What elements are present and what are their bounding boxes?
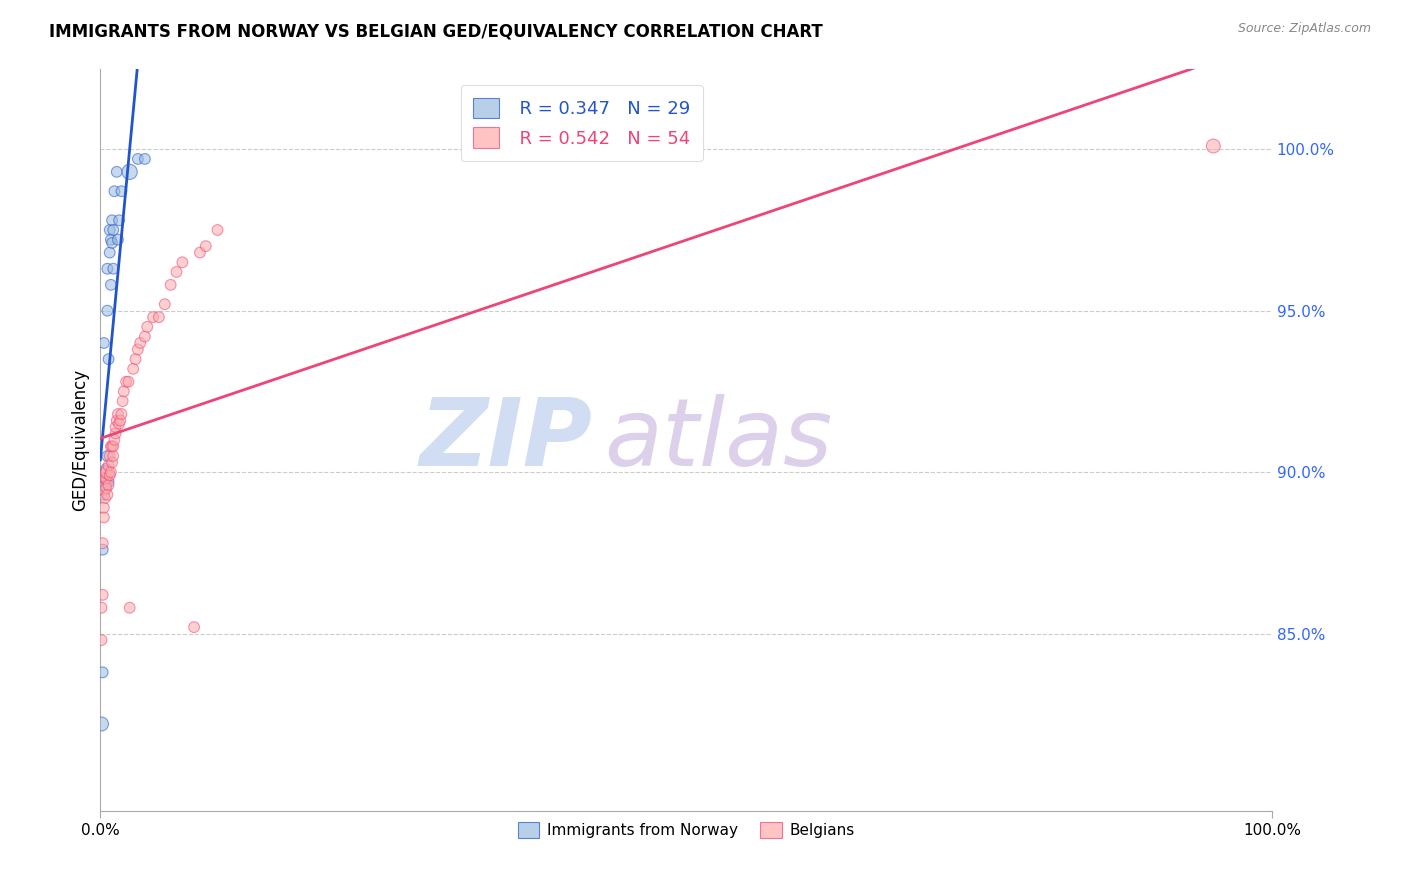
Point	[91, 588, 114, 602]
Text: IMMIGRANTS FROM NORWAY VS BELGIAN GED/EQUIVALENCY CORRELATION CHART: IMMIGRANTS FROM NORWAY VS BELGIAN GED/EQ…	[49, 22, 823, 40]
Point	[105, 165, 128, 179]
Point	[91, 542, 114, 557]
Point	[96, 261, 118, 276]
Point	[93, 510, 115, 524]
Point	[103, 184, 125, 198]
Point	[100, 439, 122, 453]
Point	[101, 213, 124, 227]
Point	[100, 277, 122, 292]
Point	[1202, 139, 1225, 153]
Point	[110, 407, 132, 421]
Point	[115, 375, 138, 389]
Point	[97, 352, 120, 367]
Point	[103, 223, 125, 237]
Point	[129, 336, 152, 351]
Text: Source: ZipAtlas.com: Source: ZipAtlas.com	[1237, 22, 1371, 36]
Point	[93, 481, 115, 495]
Point	[107, 407, 129, 421]
Point	[93, 336, 115, 351]
Point	[98, 223, 121, 237]
Point	[124, 352, 146, 367]
Point	[118, 165, 141, 179]
Point	[98, 449, 121, 463]
Point	[96, 465, 118, 479]
Point	[103, 261, 125, 276]
Point	[96, 303, 118, 318]
Point	[194, 239, 217, 253]
Point	[134, 152, 156, 166]
Point	[90, 633, 112, 648]
Point	[118, 600, 141, 615]
Point	[98, 245, 121, 260]
Point	[127, 343, 149, 357]
Point	[110, 184, 132, 198]
Point	[100, 465, 122, 479]
Y-axis label: GED/Equivalency: GED/Equivalency	[72, 368, 89, 511]
Point	[166, 265, 188, 279]
Point	[104, 420, 127, 434]
Point	[136, 319, 159, 334]
Point	[159, 277, 181, 292]
Point	[134, 329, 156, 343]
Point	[172, 255, 194, 269]
Point	[96, 449, 118, 463]
Point	[94, 472, 117, 486]
Point	[94, 475, 117, 489]
Point	[94, 491, 117, 505]
Point	[93, 500, 115, 515]
Point	[112, 384, 135, 399]
Point	[107, 233, 129, 247]
Point	[104, 426, 127, 441]
Point	[105, 413, 128, 427]
Text: atlas: atlas	[605, 394, 832, 485]
Point	[148, 310, 170, 325]
Point	[90, 717, 112, 731]
Point	[101, 439, 124, 453]
Point	[96, 462, 118, 476]
Point	[122, 361, 145, 376]
Point	[101, 455, 124, 469]
Point	[103, 449, 125, 463]
Point	[103, 433, 125, 447]
Point	[91, 665, 114, 680]
Point	[96, 481, 118, 495]
Legend: Immigrants from Norway, Belgians: Immigrants from Norway, Belgians	[512, 816, 860, 845]
Text: ZIP: ZIP	[419, 394, 592, 486]
Point	[100, 233, 122, 247]
Point	[117, 375, 139, 389]
Point	[127, 152, 149, 166]
Point	[108, 213, 131, 227]
Point	[101, 235, 124, 250]
Point	[142, 310, 165, 325]
Point	[90, 600, 112, 615]
Point	[98, 468, 121, 483]
Point	[153, 297, 176, 311]
Point	[96, 465, 118, 479]
Point	[91, 536, 114, 550]
Point	[96, 472, 118, 486]
Point	[188, 245, 211, 260]
Point	[110, 413, 132, 427]
Point	[108, 417, 131, 431]
Point	[103, 439, 125, 453]
Point	[207, 223, 229, 237]
Point	[97, 478, 120, 492]
Point	[96, 488, 118, 502]
Point	[183, 620, 205, 634]
Point	[96, 478, 118, 492]
Point	[97, 458, 120, 473]
Point	[93, 488, 115, 502]
Point	[111, 394, 134, 409]
Point	[97, 475, 120, 489]
